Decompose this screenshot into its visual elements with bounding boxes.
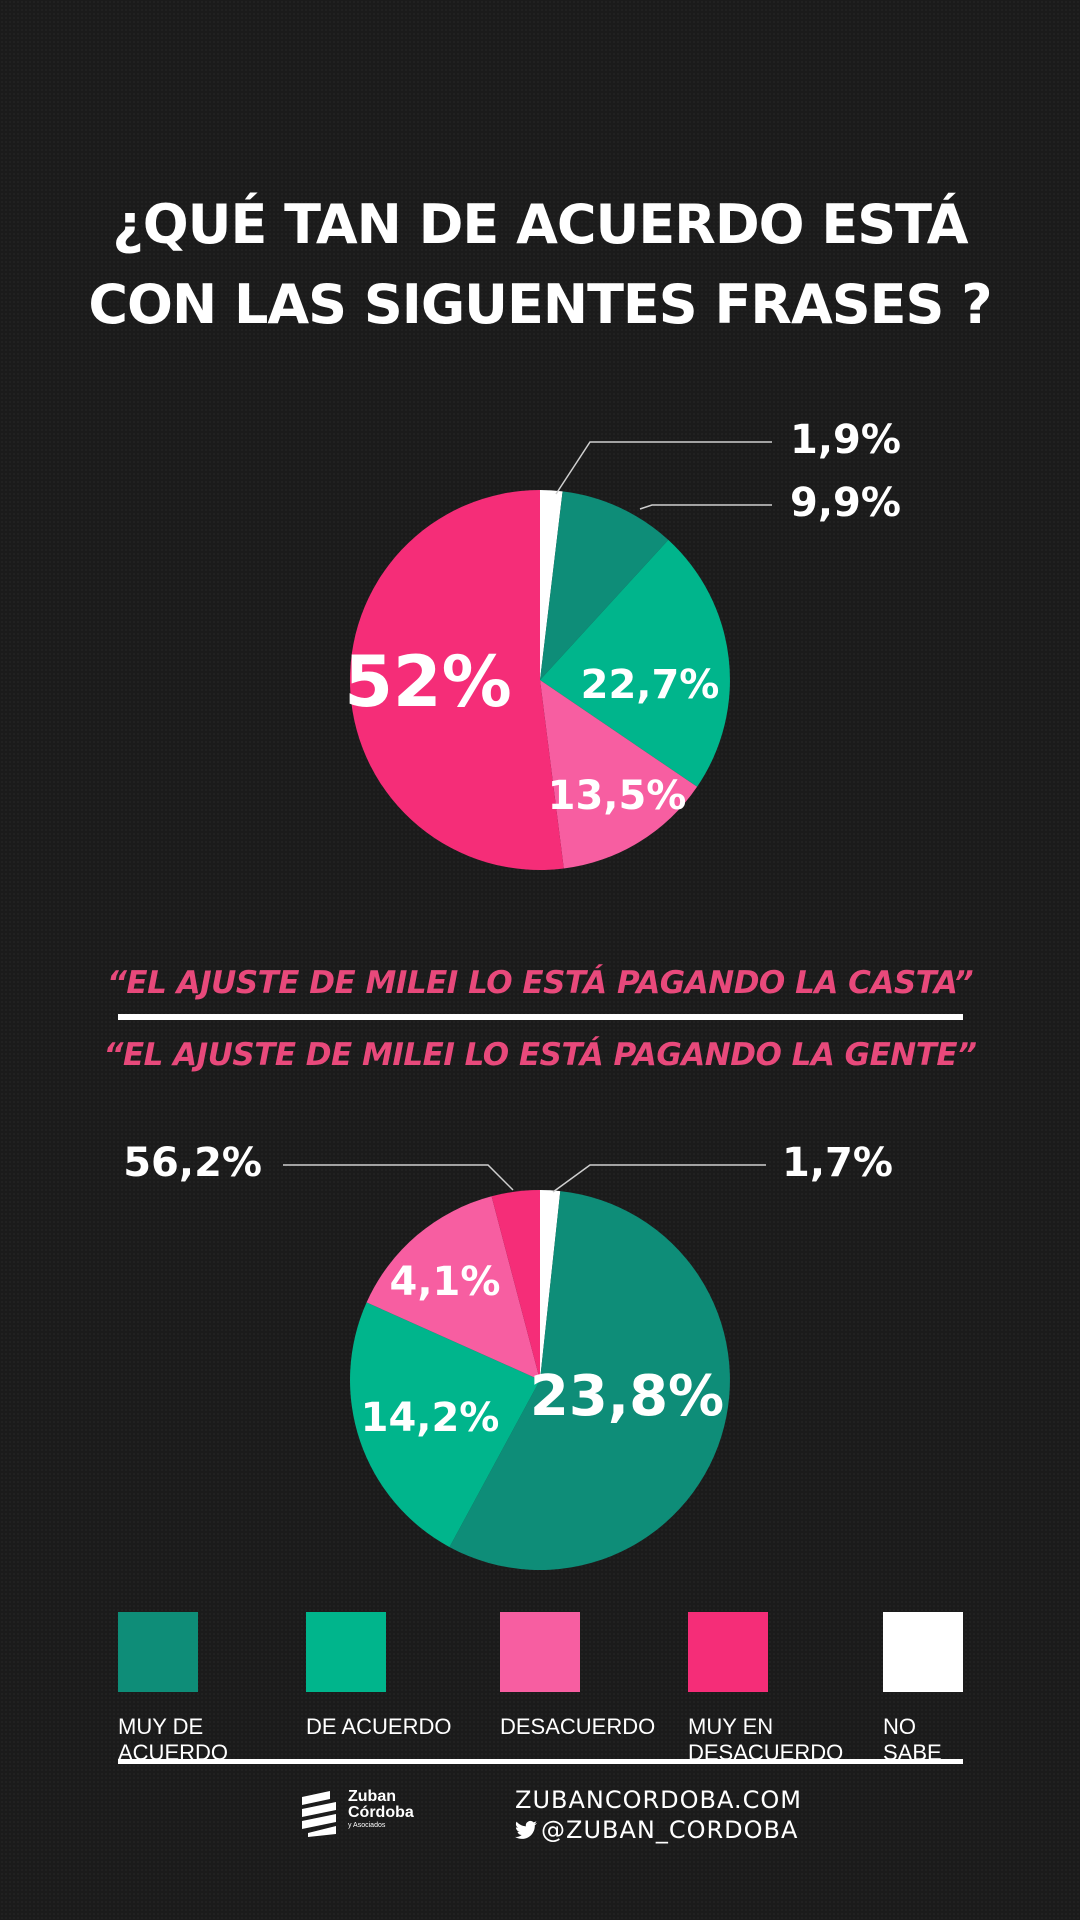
twitter-handle[interactable]: @ZUBAN_CORDOBA xyxy=(541,1816,799,1844)
slice-value-label: 14,2% xyxy=(361,1395,500,1441)
legend: MUY DE ACUERDO DE ACUERDO DESACUERDO MUY… xyxy=(118,1612,963,1765)
legend-label: DESACUERDO xyxy=(500,1714,656,1739)
pie-slice xyxy=(540,680,698,869)
pie-slice xyxy=(366,1196,540,1380)
slice-value-label: 13,5% xyxy=(548,773,687,819)
legend-item-desacuerdo: DESACUERDO xyxy=(500,1612,656,1740)
leader-line xyxy=(639,504,772,510)
leader-line xyxy=(555,441,772,495)
title-line-1: ¿QUÉ TAN DE ACUERDO ESTÁ xyxy=(112,193,968,256)
footer: Zuban Córdoba y Asociados ZUBANCORDOBA.C… xyxy=(0,1785,1080,1855)
legend-swatch xyxy=(118,1612,198,1692)
pie-chart-gente: 1,7% 56,2% 23,8% 14,2% 4,1% xyxy=(123,1140,893,1571)
pie-slice xyxy=(491,1190,540,1380)
pie-slice xyxy=(350,1302,540,1548)
legend-item-no-sabe: NO SABE xyxy=(883,1612,1033,1766)
slice-value-label: 23,8% xyxy=(530,1364,724,1429)
slice-value-label: 22,7% xyxy=(581,662,720,708)
leader-line xyxy=(283,1164,514,1191)
slice-value-label: 1,9% xyxy=(790,417,901,463)
leader-line xyxy=(552,1164,766,1193)
legend-swatch xyxy=(306,1612,386,1692)
pie-slice xyxy=(540,539,730,787)
logo-name-1: Zuban xyxy=(348,1788,396,1805)
logo-mark-icon xyxy=(302,1791,336,1837)
legend-swatch xyxy=(883,1612,963,1692)
pie-slice xyxy=(449,1191,730,1571)
pie-slice xyxy=(540,1190,561,1380)
legend-label: DE ACUERDO xyxy=(306,1714,452,1739)
legend-item-muy-de-acuerdo: MUY DE ACUERDO xyxy=(118,1612,268,1766)
legend-swatch xyxy=(688,1612,768,1692)
page-title: ¿QUÉ TAN DE ACUERDO ESTÁ CON LAS SIGUENT… xyxy=(0,185,1080,345)
pie-chart-casta: 1,9% 9,9% 22,7% 13,5% 52% xyxy=(344,417,901,870)
logo-sub: y Asociados xyxy=(348,1822,386,1829)
footer-divider xyxy=(118,1759,963,1764)
twitter-icon xyxy=(515,1820,537,1839)
slice-value-label: 56,2% xyxy=(123,1140,262,1186)
brand-logo: Zuban Córdoba y Asociados xyxy=(300,1785,450,1845)
title-line-2: CON LAS SIGUENTES FRASES ? xyxy=(88,273,992,336)
logo-name-2: Córdoba xyxy=(348,1804,414,1821)
slice-value-label: 9,9% xyxy=(790,480,901,526)
pie-slice xyxy=(540,491,669,680)
phrase-gente: “EL AJUSTE DE MILEI LO ESTÁ PAGANDO LA G… xyxy=(103,1037,977,1073)
slice-value-label: 1,7% xyxy=(782,1140,893,1186)
legend-item-de-acuerdo: DE ACUERDO xyxy=(306,1612,456,1740)
pie-slice xyxy=(349,490,564,870)
phrase-casta: “EL AJUSTE DE MILEI LO ESTÁ PAGANDO LA C… xyxy=(106,965,974,1001)
website-link[interactable]: ZUBANCORDOBA.COM xyxy=(515,1786,802,1814)
legend-swatch xyxy=(500,1612,580,1692)
slice-value-label: 52% xyxy=(344,641,512,723)
legend-item-muy-en-desacuerdo: MUY EN DESACUERDO xyxy=(688,1612,843,1766)
pie-slice xyxy=(540,490,563,680)
divider xyxy=(118,1014,963,1020)
slice-value-label: 4,1% xyxy=(390,1259,501,1305)
